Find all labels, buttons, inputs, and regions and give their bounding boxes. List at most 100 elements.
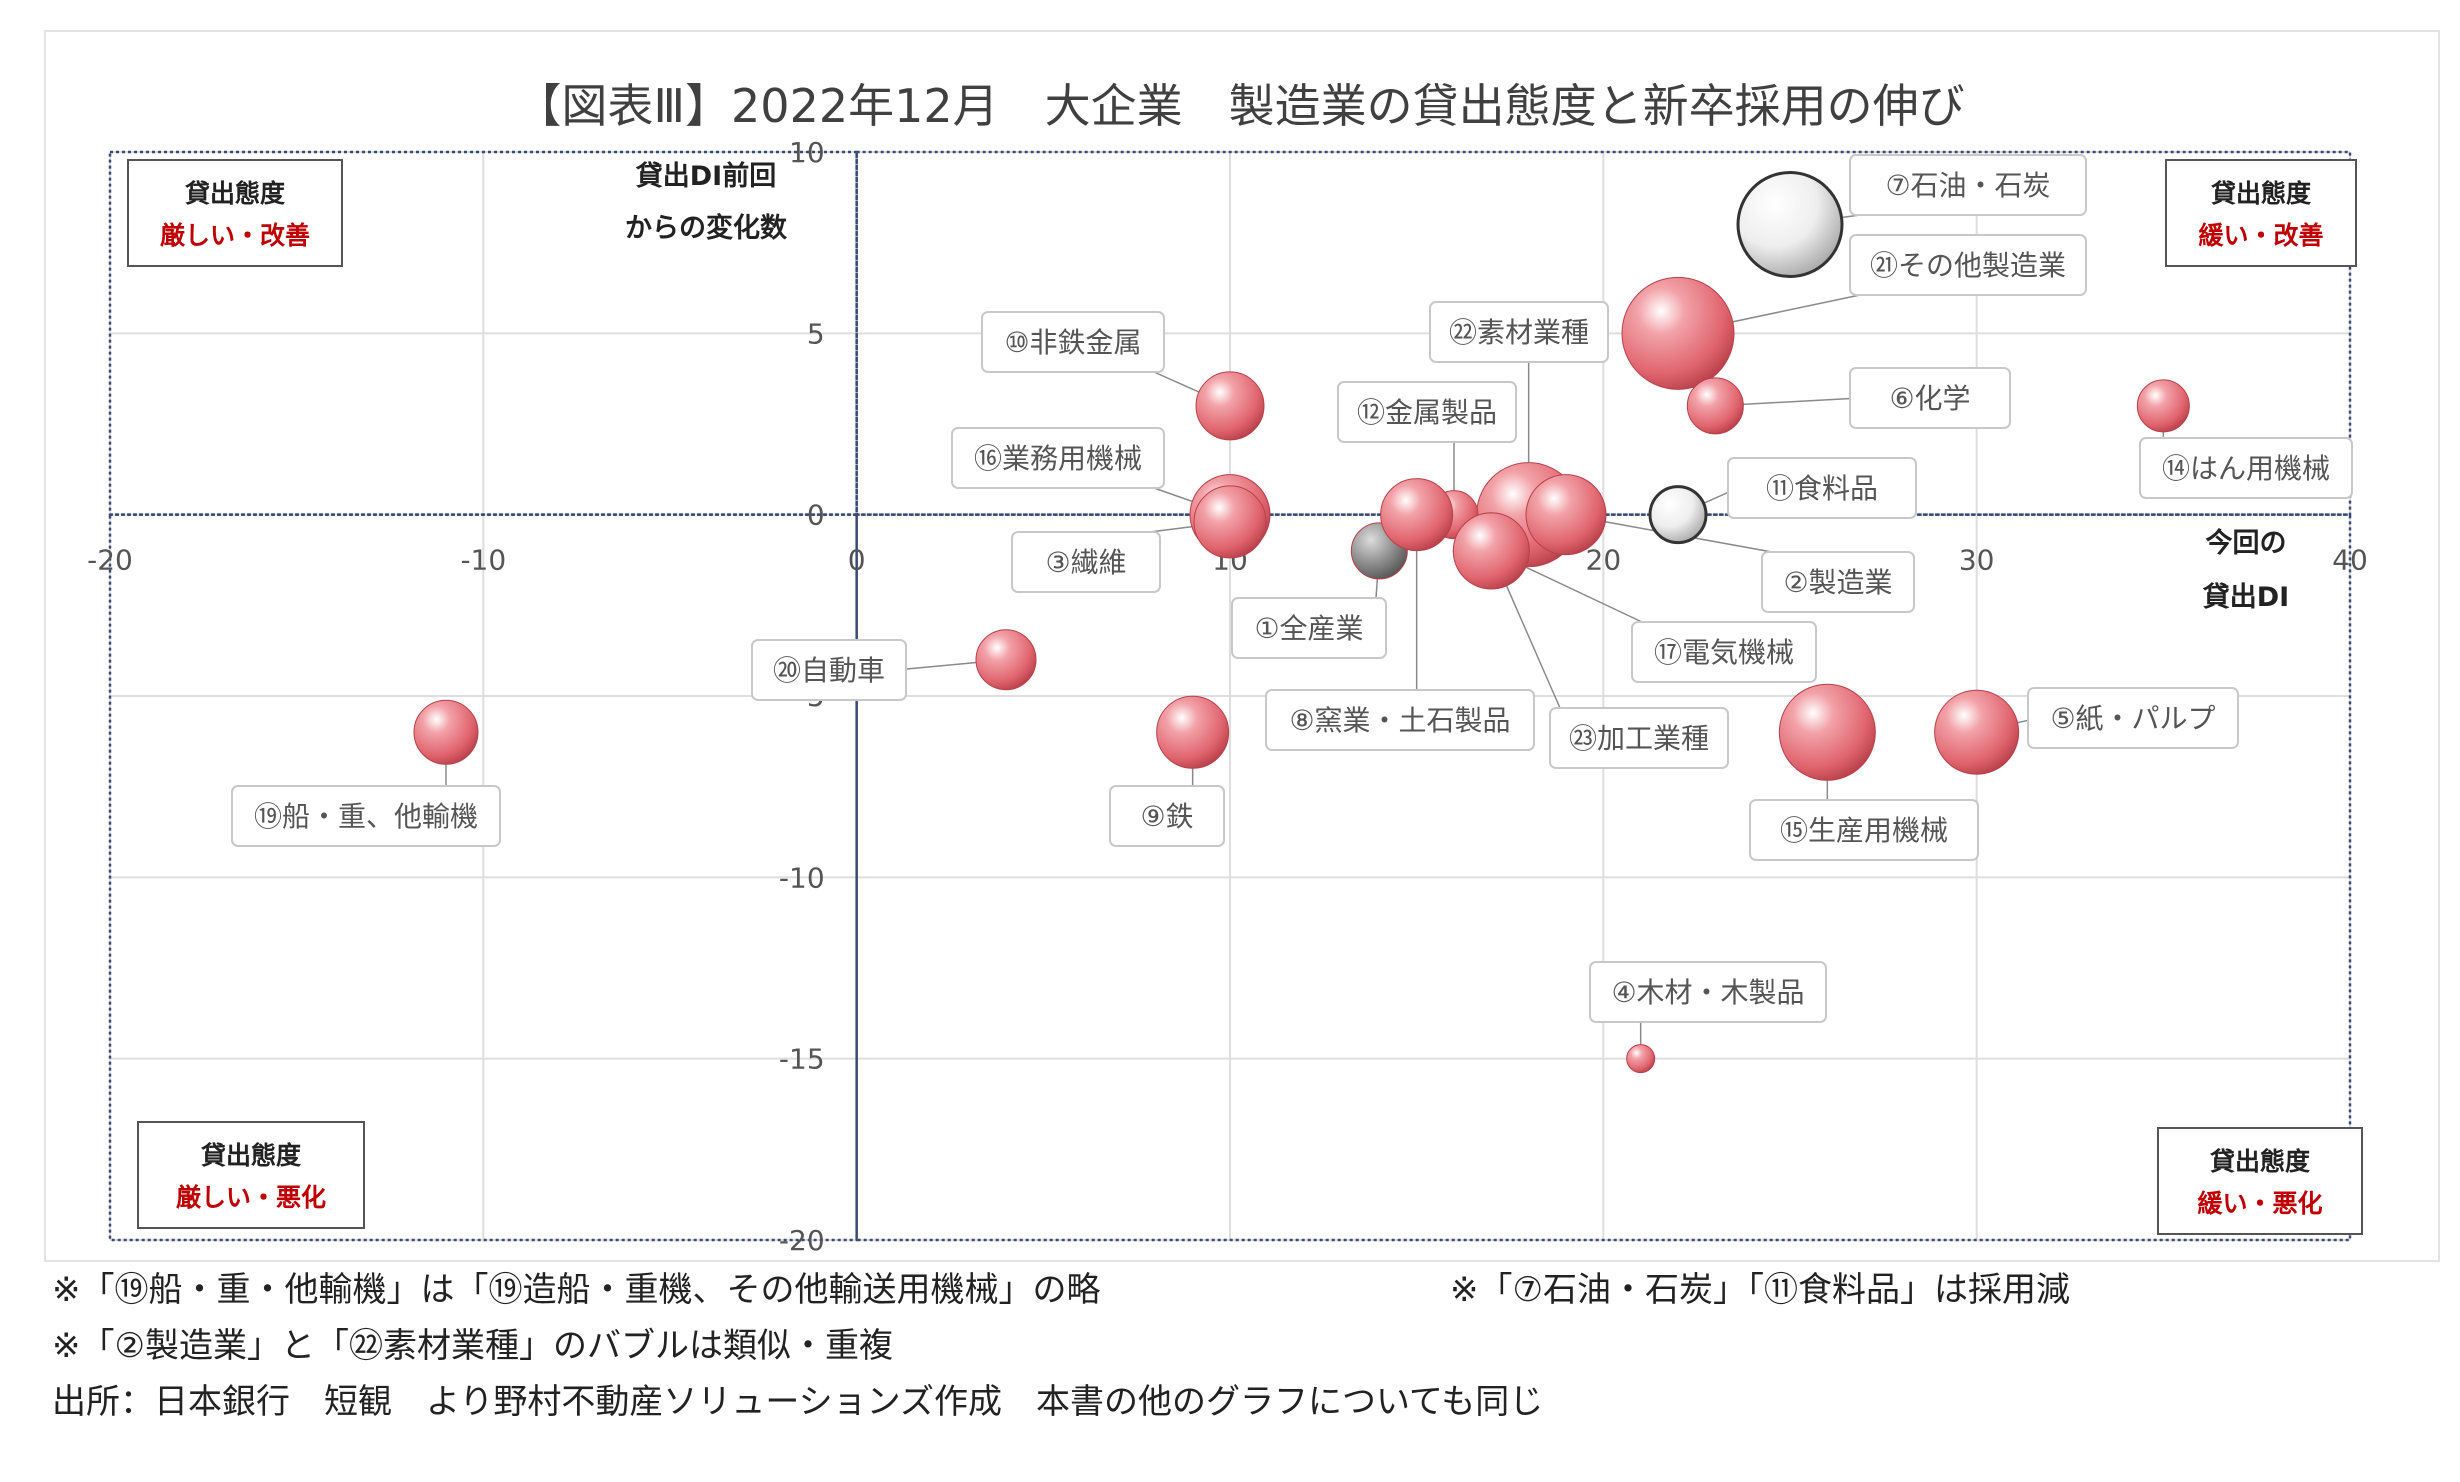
data-label-box (231, 785, 501, 847)
data-label: ②製造業 (1783, 566, 1892, 599)
x-tick-label: 20 (1586, 544, 1622, 577)
x-tick-label: -10 (460, 544, 506, 577)
source-note: 出所：日本銀行 短観 より野村不動産ソリューションズ作成 本書の他のグラフについ… (52, 1382, 1544, 1422)
bubbles (413, 171, 2190, 1074)
data-label-box (1761, 551, 1915, 613)
y-tick-label: 5 (807, 317, 825, 350)
data-label-box (1589, 961, 1827, 1023)
bubble (2136, 379, 2190, 433)
data-label-box (981, 311, 1165, 373)
bubble (1193, 485, 1267, 559)
y-tick-label: -10 (779, 861, 825, 894)
quadrant-label-state: 厳しい・悪化 (176, 1183, 326, 1212)
note-overlap: ※「②製造業」と「㉒素材業種」のバブルは類似・重複 (52, 1326, 893, 1366)
x-axis-title: 貸出DI (2203, 581, 2289, 613)
bubble (1380, 478, 1454, 552)
data-label-box (1631, 621, 1817, 683)
data-label-box (2027, 687, 2239, 749)
data-label: ⑲船・重、他輸機 (254, 800, 478, 833)
data-label-box (1265, 689, 1535, 751)
data-label: ㉒素材業種 (1449, 316, 1589, 349)
data-label-box (1011, 531, 1161, 593)
quadrant-label-box (137, 1121, 365, 1229)
data-label: ⑫金属製品 (1357, 396, 1497, 429)
data-label: ⑩非鉄金属 (1004, 326, 1141, 359)
x-tick-label: 40 (2332, 544, 2368, 577)
quadrant-label-state: 厳しい・改善 (160, 221, 310, 250)
x-tick-label: -20 (87, 544, 133, 577)
data-label: ㉑その他製造業 (1870, 249, 2066, 282)
bubble (1686, 377, 1744, 435)
data-label-box (1429, 301, 1609, 363)
data-label: ⑦石油・石炭 (1885, 169, 2050, 202)
data-label: ⑰電気機械 (1654, 636, 1794, 669)
y-tick-label: 0 (807, 499, 825, 532)
quadrant-label-box (127, 159, 343, 267)
data-label: ⑪食料品 (1766, 472, 1878, 505)
y-tick-label: 10 (789, 136, 825, 169)
quadrant-label-title: 貸出態度 (201, 1141, 301, 1170)
bubble (1626, 1044, 1656, 1074)
data-label-box (1549, 707, 1729, 769)
quadrant-label-box (2157, 1127, 2363, 1235)
quadrant-border-top-right (855, 150, 2352, 516)
data-label-box (1749, 799, 1979, 861)
x-tick-label: 0 (848, 544, 866, 577)
bubble (1621, 276, 1735, 390)
data-label-box (1849, 234, 2087, 296)
data-label-box (1337, 381, 1517, 443)
x-axis-title: 今回の (2206, 527, 2287, 559)
quadrant-label-title: 貸出態度 (2211, 179, 2311, 208)
y-axis-title: からの変化数 (625, 212, 788, 244)
bubble (1525, 474, 1607, 556)
quadrant-label-title: 貸出態度 (185, 179, 285, 208)
data-label: ③繊維 (1045, 546, 1126, 579)
data-label: ⑮生産用機械 (1780, 814, 1948, 847)
data-label: ①全産業 (1254, 612, 1363, 645)
quadrant-border-bottom-left (108, 513, 858, 1242)
data-label: ㉓加工業種 (1569, 722, 1709, 755)
x-tick-label: 30 (1959, 544, 1995, 577)
bubble (1195, 371, 1265, 441)
data-label-box (1109, 785, 1225, 847)
data-label: ⑳自動車 (773, 654, 885, 687)
y-tick-label: -20 (779, 1224, 825, 1257)
bubble (975, 629, 1037, 691)
bubble (1934, 689, 2020, 775)
y-axis-title: 貸出DI前回 (636, 160, 776, 192)
data-label-box (951, 427, 1165, 489)
quadrant-label-title: 貸出態度 (2210, 1147, 2310, 1176)
data-label-box (2139, 437, 2353, 499)
bubble-chart: 【図表Ⅲ】2022年12月 大企業 製造業の貸出態度と新卒採用の伸び -20 -1… (87, 79, 2368, 1257)
data-label-box (751, 639, 907, 701)
data-label: ⑨鉄 (1140, 800, 1193, 833)
data-label: ⑧窯業・土石製品 (1289, 704, 1510, 737)
chart-title: 【図表Ⅲ】2022年12月 大企業 製造業の貸出態度と新卒採用の伸び (515, 79, 1964, 133)
data-label: ⑯業務用機械 (974, 442, 1142, 475)
data-label-box (1849, 154, 2087, 216)
grid (109, 151, 2351, 1241)
y-tick-label: -15 (779, 1043, 825, 1076)
axes (108, 150, 2352, 1242)
data-label: ④木材・木製品 (1611, 976, 1804, 1009)
note-hiring-decrease: ※「⑦石油・石炭」「⑪食料品」は採用減 (1450, 1270, 2070, 1310)
bubble (1156, 695, 1230, 769)
data-label: ⑭はん用機械 (2162, 452, 2330, 485)
quadrant-label-state: 緩い・改善 (2198, 221, 2323, 250)
chart-frame (44, 30, 2440, 1262)
bubble (1778, 683, 1876, 781)
bubble (1452, 512, 1530, 590)
data-label: ⑥化学 (1889, 382, 1970, 415)
quadrant-label-state: 緩い・悪化 (2197, 1189, 2322, 1218)
data-label-box (1727, 457, 1917, 519)
bubble (1736, 171, 1844, 279)
bubble (1648, 485, 1708, 545)
bubble (413, 699, 479, 765)
data-label: ⑤紙・パルプ (2050, 702, 2215, 735)
note-abbreviation: ※「⑲船・重・他輸機」は「⑲造船・重機、その他輸送用機械」の略 (52, 1270, 1101, 1310)
data-label-box (1231, 597, 1387, 659)
data-label-box (1849, 367, 2011, 429)
